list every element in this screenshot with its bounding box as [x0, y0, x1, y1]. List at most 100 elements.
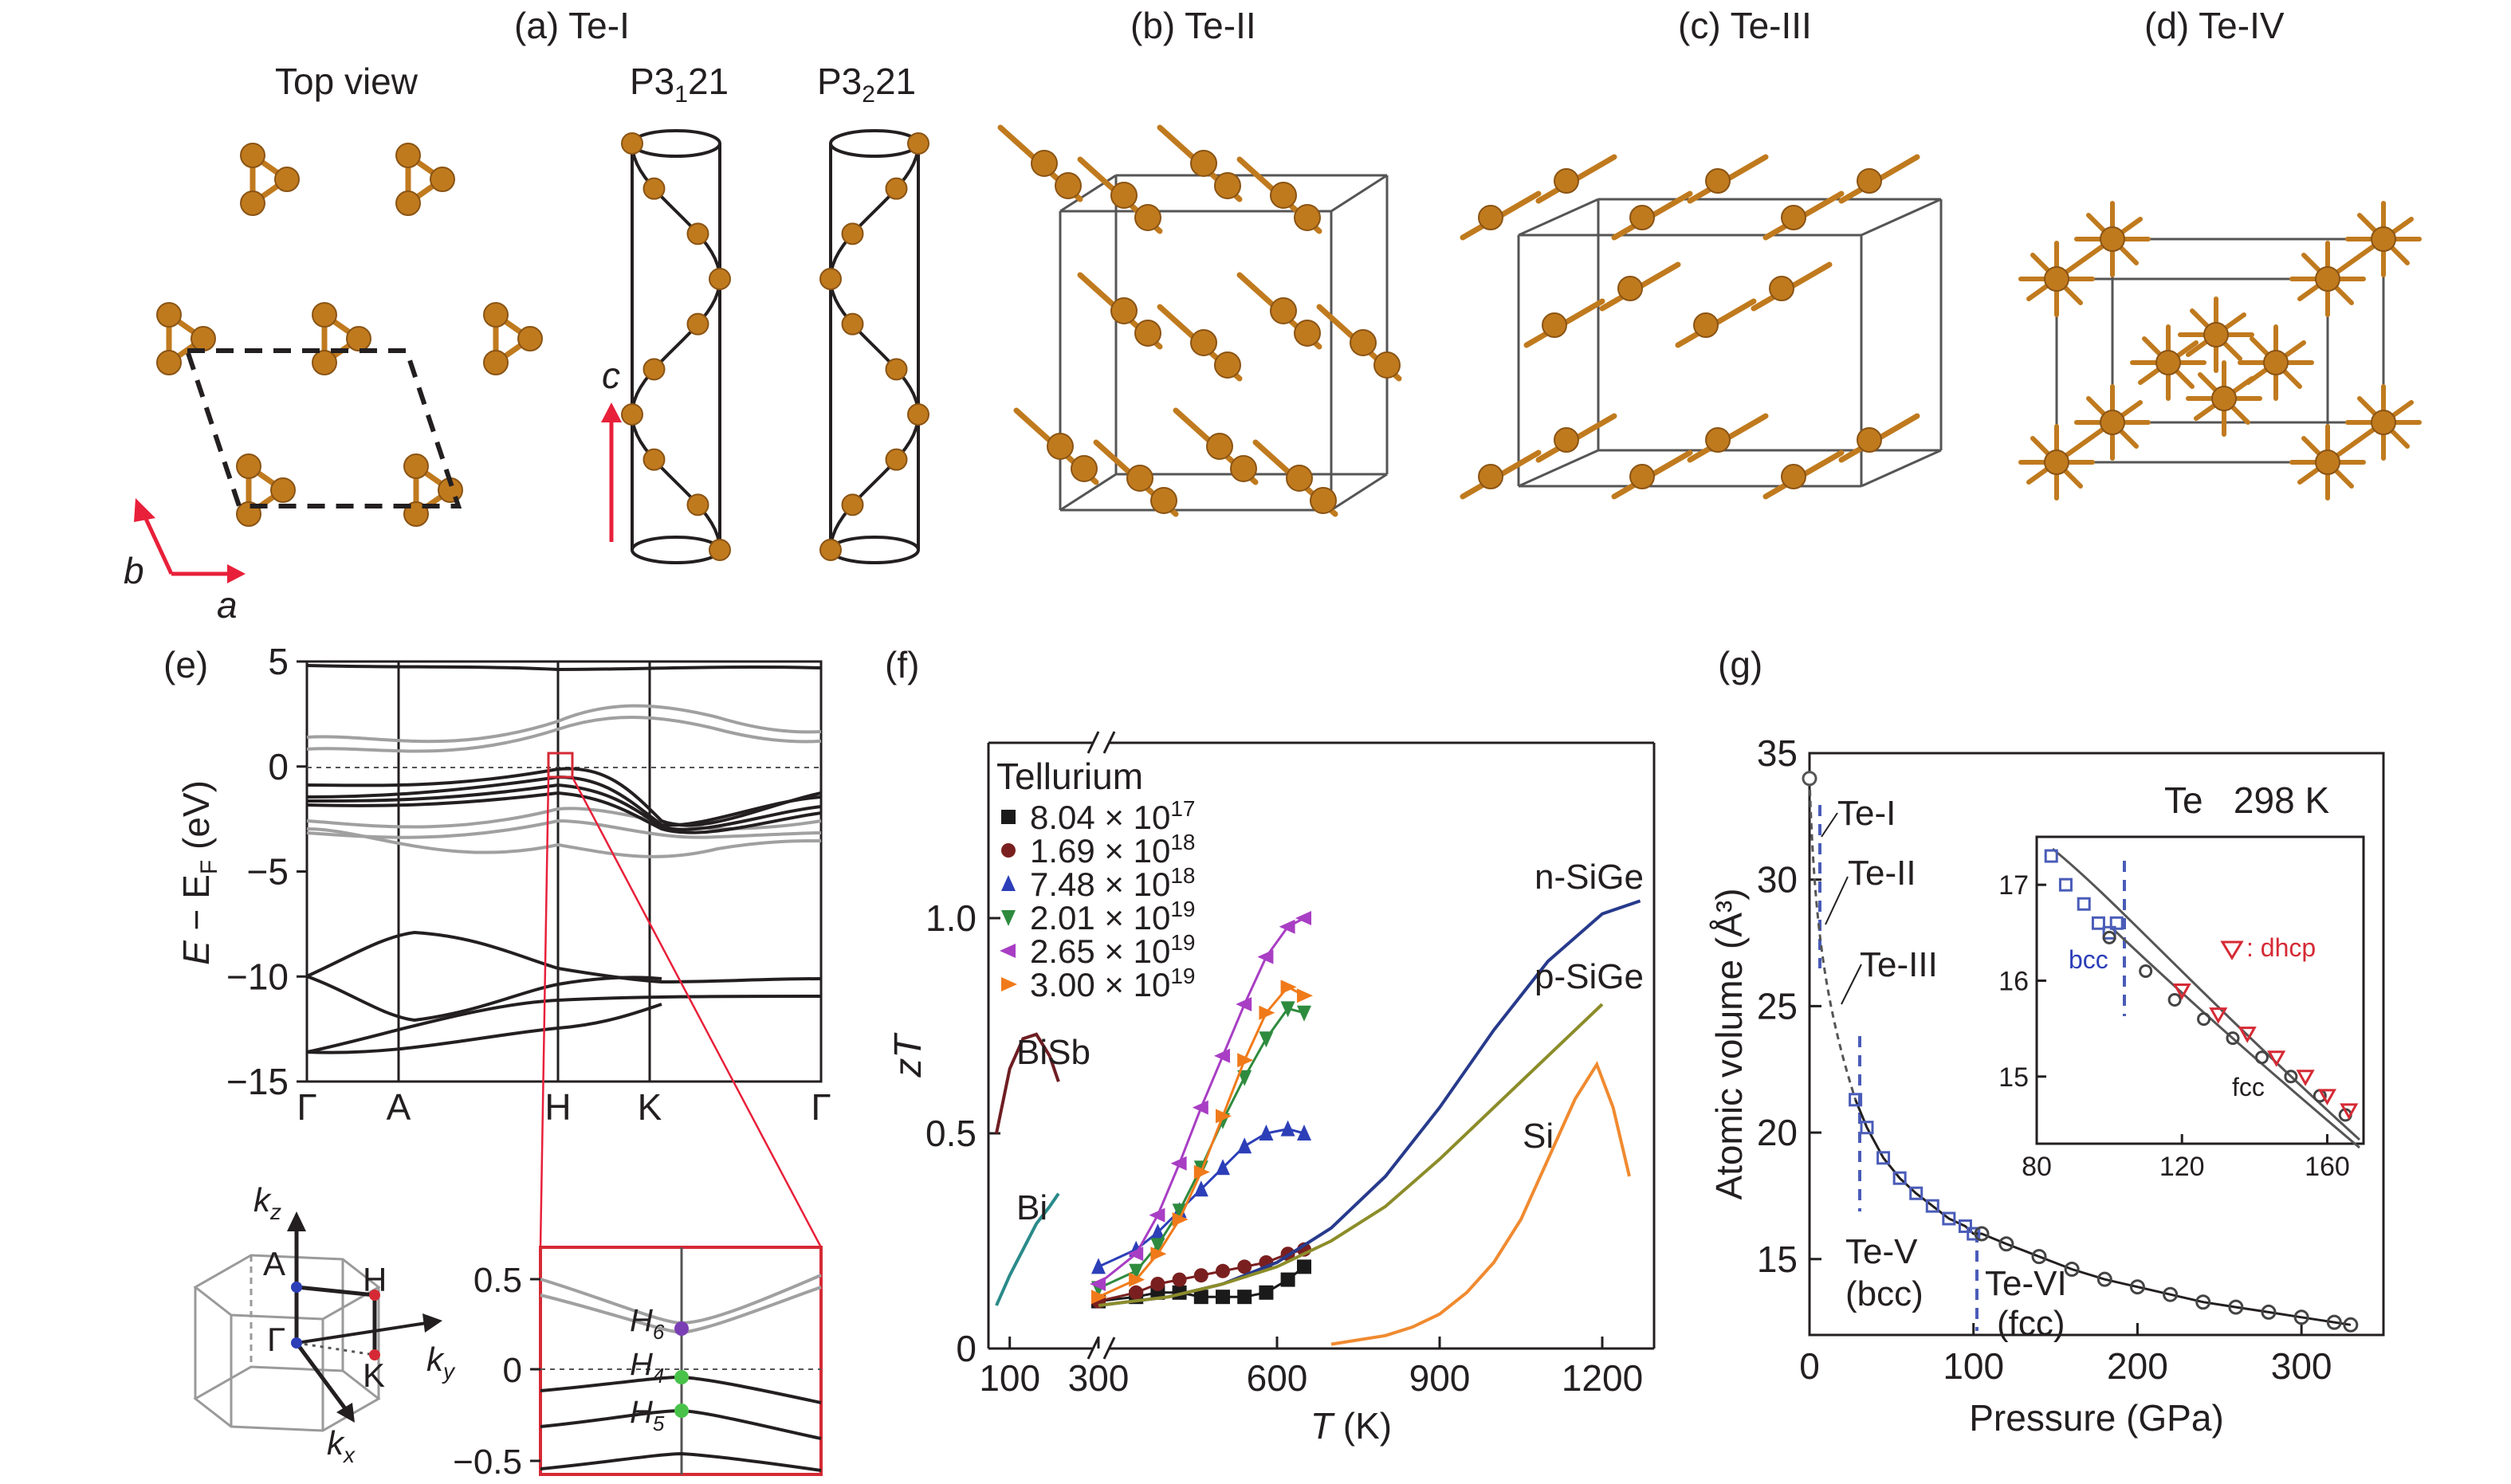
atom [395, 190, 421, 216]
g-inset-dhcp: : dhcp [2246, 933, 2316, 962]
atom [274, 167, 300, 192]
dhcp-marker-icon [2220, 940, 2244, 960]
g-pointers [1821, 812, 1862, 1005]
atom [240, 143, 265, 168]
fcc-point [1998, 1236, 2014, 1252]
phase-te-i: Te-I [1837, 794, 1896, 833]
series-line-bi [995, 1192, 1060, 1306]
atom [819, 539, 842, 561]
bz-Gamma-label: Γ [267, 1321, 285, 1358]
space-group-1: P3121 [630, 61, 729, 108]
bands-dark [306, 664, 822, 1054]
g-phase-boundaries [1818, 805, 1979, 1331]
fcc-point [2163, 1286, 2179, 1302]
atom [156, 350, 182, 375]
atom [346, 326, 371, 351]
g-title: Te 298 K [2164, 779, 2329, 821]
phase-te-ii: Te-II [1848, 854, 1916, 893]
data-point [1236, 997, 1252, 1011]
lattice-axes: b a [124, 498, 246, 626]
panel-d-label: (d) Te-IV [2144, 5, 2285, 46]
cylinder-top [829, 129, 920, 158]
g-y-tick-label: 20 [1757, 1112, 1798, 1153]
atom [1781, 205, 1806, 230]
data-point [1192, 1100, 1208, 1115]
data-point [1297, 1005, 1311, 1022]
inset-y-ticks: 0.5 0 −0.5 [453, 1261, 540, 1482]
cylinder-bottom [631, 536, 721, 564]
panel-e-label: (e) [163, 644, 208, 685]
legend-marker [1001, 875, 1016, 891]
te-iv-structure [2018, 201, 2422, 501]
g-y-ticks: 15 20 25 30 35 [1757, 732, 1821, 1280]
f-x-tick-label: 1200 [1562, 1357, 1643, 1399]
panel-c-label: (c) Te-III [1678, 5, 1812, 46]
data-point [1193, 1164, 1210, 1180]
bcc-point [1849, 1093, 1863, 1107]
series-line-3-00-10-19 [1098, 985, 1305, 1298]
data-point [1193, 1180, 1208, 1197]
bcc-point [1958, 1219, 1972, 1234]
atom [2044, 450, 2069, 475]
inset-dhcp-point [2317, 1089, 2337, 1105]
cell-edge [1330, 473, 1388, 512]
unit-cell-outline [183, 348, 462, 508]
data-point [1237, 1070, 1252, 1086]
atom [1071, 455, 1098, 482]
bz-ky-label: ky [426, 1341, 456, 1384]
panel-d: (d) Te-IV [2018, 5, 2422, 501]
atom [240, 190, 265, 216]
f-y-tick-label: 0 [956, 1328, 976, 1369]
atom [1190, 329, 1217, 356]
atom [1270, 297, 1297, 324]
atom [1110, 297, 1138, 324]
g-inset-x-tick-label: 80 [2022, 1152, 2052, 1182]
atom [1047, 433, 1074, 460]
cylinder-top [631, 129, 721, 158]
data-point [1090, 1277, 1106, 1291]
inset-fcc-point [2284, 1070, 2298, 1084]
atom [709, 539, 731, 561]
phase-te-vi: Te-VI [1985, 1264, 2067, 1303]
bcc-point [1942, 1211, 1956, 1226]
data-point [1279, 919, 1295, 934]
data-point [1150, 1223, 1165, 1240]
f-x-axis-label: T (K) [1311, 1405, 1392, 1447]
f-x-tick-label: 300 [1068, 1357, 1130, 1399]
legend-marker [1001, 977, 1017, 991]
data-point [1172, 1212, 1189, 1227]
panel-g-label: (g) [1718, 644, 1762, 685]
g-inset-y-tick-label: 16 [1998, 966, 2029, 996]
inset-y-tick-label: 0.5 [474, 1261, 522, 1300]
cell-edge [1518, 198, 1599, 237]
atom [841, 222, 864, 245]
inset-y-tick-label: 0 [503, 1351, 522, 1390]
inset-fcc-point [2226, 1031, 2240, 1046]
atom [1214, 351, 1241, 379]
atom [642, 448, 666, 471]
atom [1373, 351, 1401, 379]
inset-dhcp-point [2238, 1027, 2257, 1043]
atom [1857, 427, 1882, 453]
legend-entry: 8.04 × 1017 [1030, 796, 1195, 836]
helix-path [828, 143, 921, 551]
phase-bcc: (bcc) [1845, 1274, 1924, 1313]
data-point [1172, 1203, 1187, 1220]
cell-edge [1861, 449, 1942, 488]
data-point [1237, 1290, 1252, 1305]
g-inset-bcc: bcc [2069, 945, 2108, 974]
H4-label: H4 [630, 1347, 664, 1388]
legend-entry: 2.65 × 1019 [1030, 930, 1195, 970]
atom [395, 143, 421, 168]
atom [1126, 465, 1153, 492]
e-x-tick-label: A [387, 1086, 411, 1128]
H5-label: H5 [630, 1395, 665, 1435]
bcc-point [1909, 1186, 1924, 1200]
data-point [1129, 1272, 1145, 1287]
atom [1190, 150, 1217, 177]
brillouin-zone: kz A H Γ K ky kx [193, 1181, 456, 1467]
atom [1206, 433, 1233, 460]
series-line-2-65-10-19 [1098, 917, 1305, 1286]
